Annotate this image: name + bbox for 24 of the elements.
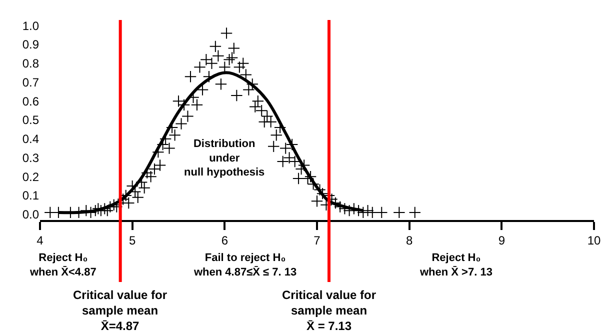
- y-tick-label: 1.0: [22, 18, 40, 33]
- x-tick-label: 5: [128, 233, 136, 248]
- ref-line-label: Critical value for sample mean X̄=4.87: [73, 288, 168, 334]
- y-tick-label: 0.9: [22, 38, 40, 52]
- y-tick-label: 0.0: [22, 208, 40, 222]
- x-tick-label: 7: [314, 233, 321, 248]
- y-tick-label: 0.4: [22, 132, 40, 146]
- y-tick-label: 0.3: [22, 150, 40, 165]
- x-tick-label: 4: [36, 233, 44, 248]
- x-tick-label: 8: [406, 233, 413, 248]
- x-tick-label: 9: [498, 233, 506, 248]
- text: Fail to reject H₀ when 4.87≤X̄ ≤ 7. 13: [193, 252, 297, 278]
- y-tick-label: 0.7: [22, 75, 40, 90]
- y-tick-label: 0.6: [22, 94, 40, 108]
- y-tick-label: 0.1: [22, 188, 40, 203]
- annotation: Distribution under null hypothesis: [184, 138, 265, 179]
- text: Reject H₀ when X̄<4.87: [29, 252, 96, 278]
- x-tick-label: 6: [221, 233, 228, 248]
- y-tick-label: 0.5: [22, 113, 40, 128]
- y-tick-label: 0.8: [22, 56, 40, 71]
- x-tick-label: 10: [587, 233, 601, 248]
- text: Reject H₀ when X̄ >7. 13: [419, 252, 492, 278]
- y-tick-label: 0.2: [22, 170, 40, 184]
- ref-line-label: Critical value for sample mean X̄ = 7.13: [282, 288, 376, 334]
